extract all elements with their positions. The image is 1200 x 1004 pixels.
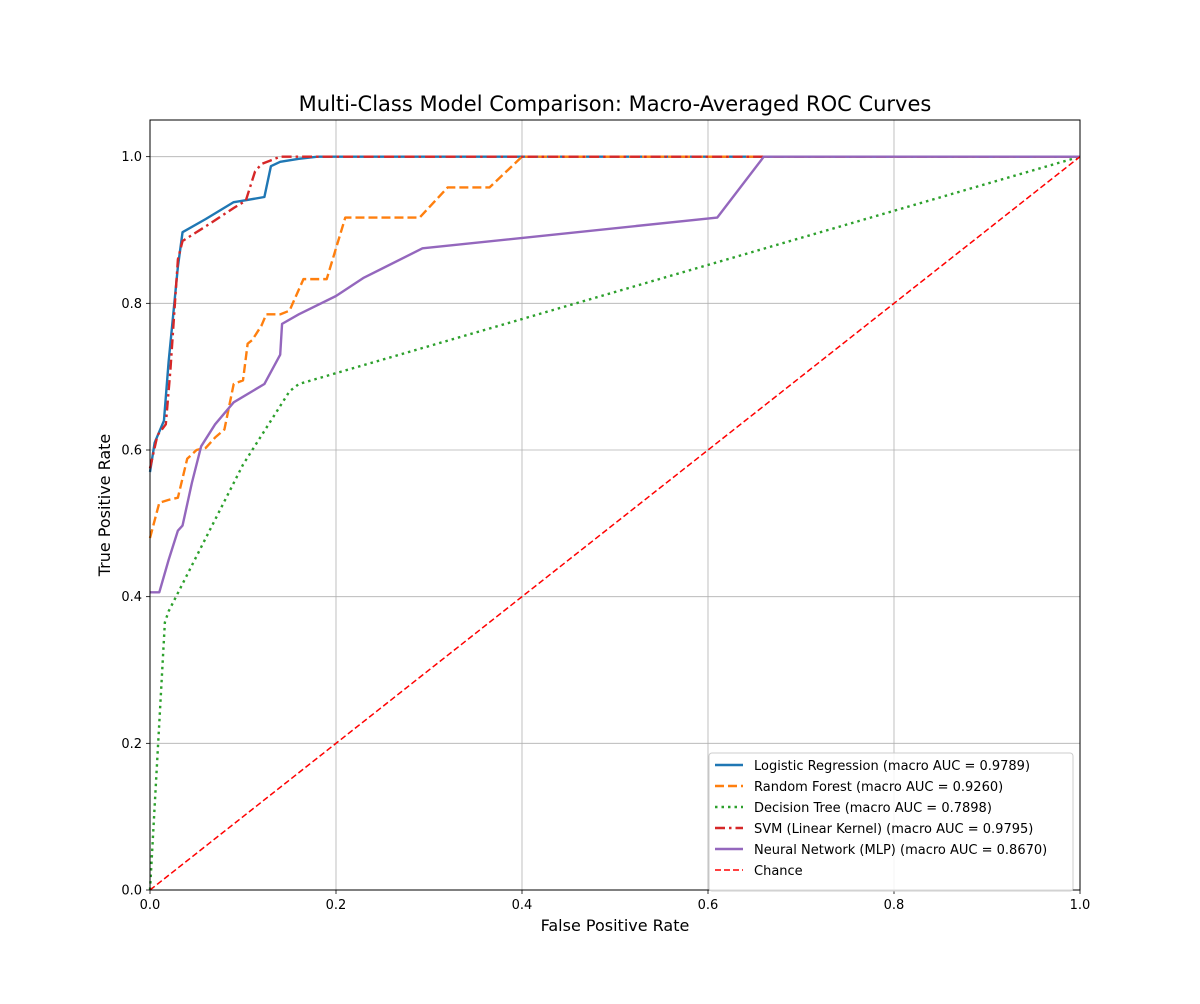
- series-line-0: [148, 155, 1080, 473]
- legend-label: Random Forest (macro AUC = 0.9260): [754, 780, 1003, 795]
- legend-box: [708, 752, 1074, 892]
- series-line-3: [148, 155, 1080, 469]
- series-line-4: [150, 155, 1080, 594]
- x-tick-label: 1.0: [1070, 898, 1091, 913]
- y-tick-label: 0.8: [121, 297, 142, 312]
- series-lines: [148, 155, 1081, 891]
- y-tick-label: 0.4: [121, 590, 142, 605]
- legend-label: Logistic Regression (macro AUC = 0.9789): [754, 759, 1030, 774]
- y-axis-label: True Positive Rate: [95, 434, 114, 578]
- series-line-1: [148, 155, 1080, 539]
- plot-frame: [149, 119, 1081, 891]
- chart-title: Multi-Class Model Comparison: Macro-Aver…: [299, 92, 932, 116]
- grid-lines: [149, 120, 1081, 891]
- y-tick-label: 0.0: [121, 884, 142, 899]
- y-tick-label: 1.0: [121, 150, 142, 165]
- legend: Logistic Regression (macro AUC = 0.9789)…: [708, 752, 1074, 892]
- legend-label: Neural Network (MLP) (macro AUC = 0.8670…: [754, 843, 1047, 858]
- x-tick-label: 0.0: [140, 898, 161, 913]
- legend-label: Decision Tree (macro AUC = 0.7898): [754, 801, 992, 816]
- x-tick-label: 0.4: [512, 898, 533, 913]
- legend-label: Chance: [754, 864, 803, 879]
- x-tick-label: 0.2: [326, 898, 347, 913]
- y-tick-label: 0.6: [121, 444, 142, 459]
- legend-label: SVM (Linear Kernel) (macro AUC = 0.9795): [754, 822, 1033, 837]
- x-tick-label: 0.6: [698, 898, 719, 913]
- series-line-2: [148, 155, 1081, 891]
- chance-line: [149, 156, 1081, 891]
- x-tick-label: 0.8: [884, 898, 905, 913]
- y-tick-label: 0.2: [121, 737, 142, 752]
- axis-ticks: 0.0 0.2 0.4 0.6 0.8 1.0 0.0 0.2 0.4 0.6 0.8 1.0: [121, 150, 1090, 913]
- x-axis-label: False Positive Rate: [541, 916, 690, 935]
